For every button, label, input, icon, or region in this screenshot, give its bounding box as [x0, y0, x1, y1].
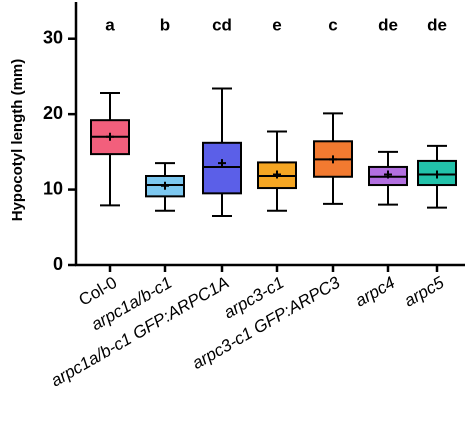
x-tick-label: arpc4: [352, 273, 398, 311]
box: [202, 141, 242, 195]
mean-marker: [273, 170, 281, 179]
y-tick-label: 0: [53, 254, 63, 274]
mean-marker: [161, 181, 169, 190]
x-tick-label: arpc5: [401, 273, 448, 311]
y-tick-label: 20: [43, 103, 63, 123]
significance-letter: b: [160, 15, 170, 34]
mean-marker: [384, 170, 392, 179]
significance-letter: e: [272, 15, 281, 34]
mean-marker: [106, 132, 114, 141]
significance-letter: cd: [212, 15, 232, 34]
mean-marker: [218, 159, 226, 168]
significance-letter: de: [378, 15, 398, 34]
significance-letter: a: [105, 15, 115, 34]
significance-letter: c: [328, 15, 337, 34]
significance-letter: de: [427, 15, 447, 34]
y-tick-label: 30: [43, 27, 63, 47]
mean-marker: [329, 155, 337, 164]
y-tick-label: 10: [43, 178, 63, 198]
y-axis-label: Hypocotyl length (mm): [9, 59, 26, 222]
mean-marker: [433, 170, 441, 179]
